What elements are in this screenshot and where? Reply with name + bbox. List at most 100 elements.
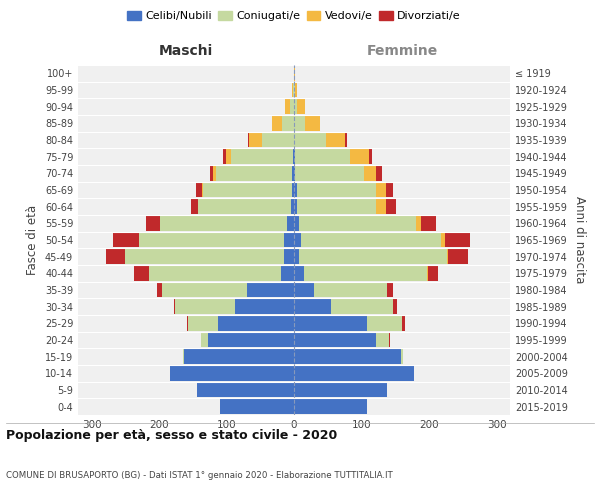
Bar — [346, 132, 347, 148]
Bar — [386, 182, 393, 198]
Bar — [293, 82, 294, 98]
Bar — [294, 216, 299, 230]
Bar — [294, 282, 314, 298]
Bar — [441, 232, 445, 248]
Bar — [284, 250, 294, 264]
Bar — [294, 182, 296, 198]
Bar — [299, 250, 446, 264]
Bar — [294, 266, 304, 280]
Bar — [285, 100, 290, 114]
Bar — [218, 316, 294, 330]
Bar — [350, 150, 369, 164]
Bar — [292, 166, 294, 180]
Bar — [272, 116, 282, 130]
Bar — [376, 200, 386, 214]
Text: Maschi: Maschi — [159, 44, 213, 58]
Bar — [305, 116, 320, 130]
Bar — [421, 216, 436, 230]
Bar — [294, 316, 367, 330]
Bar — [217, 166, 292, 180]
Bar — [294, 150, 295, 164]
Bar — [188, 316, 218, 330]
Bar — [292, 182, 294, 198]
Bar — [231, 150, 293, 164]
Bar — [145, 216, 160, 230]
Bar — [209, 166, 213, 180]
Bar — [170, 366, 294, 380]
Bar — [106, 250, 125, 264]
Bar — [294, 232, 301, 248]
Bar — [331, 300, 393, 314]
Bar — [446, 250, 448, 264]
Y-axis label: Anni di nascita: Anni di nascita — [573, 196, 586, 284]
Bar — [184, 350, 294, 364]
Bar — [427, 266, 428, 280]
Bar — [445, 232, 470, 248]
Bar — [415, 216, 421, 230]
Bar — [294, 66, 295, 80]
Bar — [294, 100, 296, 114]
Bar — [294, 400, 367, 414]
Bar — [235, 300, 294, 314]
Bar — [292, 200, 294, 214]
Bar — [448, 250, 468, 264]
Bar — [113, 232, 139, 248]
Bar — [402, 316, 404, 330]
Bar — [226, 150, 231, 164]
Bar — [326, 132, 346, 148]
Bar — [223, 150, 226, 164]
Bar — [182, 350, 184, 364]
Bar — [401, 350, 403, 364]
Bar — [294, 382, 387, 398]
Text: Femmine: Femmine — [367, 44, 437, 58]
Bar — [376, 332, 389, 347]
Bar — [386, 200, 396, 214]
Text: COMUNE DI BRUSAPORTO (BG) - Dati ISTAT 1° gennaio 2020 - Elaborazione TUTTITALIA: COMUNE DI BRUSAPORTO (BG) - Dati ISTAT 1… — [6, 471, 393, 480]
Bar — [198, 200, 292, 214]
Bar — [203, 182, 292, 198]
Bar — [281, 266, 294, 280]
Bar — [294, 82, 295, 98]
Bar — [196, 182, 202, 198]
Bar — [201, 332, 208, 347]
Bar — [389, 332, 390, 347]
Bar — [295, 82, 298, 98]
Bar — [294, 250, 299, 264]
Bar — [163, 282, 247, 298]
Bar — [248, 132, 250, 148]
Bar — [314, 282, 387, 298]
Bar — [208, 332, 294, 347]
Bar — [250, 132, 262, 148]
Bar — [284, 232, 294, 248]
Bar — [174, 300, 175, 314]
Bar — [187, 316, 188, 330]
Bar — [304, 266, 427, 280]
Bar — [287, 216, 294, 230]
Bar — [202, 182, 203, 198]
Bar — [294, 350, 401, 364]
Bar — [262, 132, 294, 148]
Bar — [139, 232, 284, 248]
Bar — [294, 300, 331, 314]
Bar — [220, 400, 294, 414]
Bar — [125, 250, 284, 264]
Bar — [295, 150, 350, 164]
Bar — [290, 100, 294, 114]
Bar — [282, 116, 294, 130]
Bar — [294, 132, 326, 148]
Bar — [364, 166, 376, 180]
Bar — [157, 282, 163, 298]
Legend: Celibi/Nubili, Coniugati/e, Vedovi/e, Divorziati/e: Celibi/Nubili, Coniugati/e, Vedovi/e, Di… — [127, 10, 461, 21]
Bar — [247, 282, 294, 298]
Bar — [296, 100, 305, 114]
Bar — [296, 182, 376, 198]
Bar — [293, 150, 294, 164]
Bar — [296, 200, 376, 214]
Bar — [191, 200, 198, 214]
Bar — [299, 216, 415, 230]
Bar — [428, 266, 438, 280]
Bar — [367, 316, 402, 330]
Bar — [369, 150, 371, 164]
Text: Popolazione per età, sesso e stato civile - 2020: Popolazione per età, sesso e stato civil… — [6, 430, 337, 442]
Y-axis label: Fasce di età: Fasce di età — [26, 205, 39, 275]
